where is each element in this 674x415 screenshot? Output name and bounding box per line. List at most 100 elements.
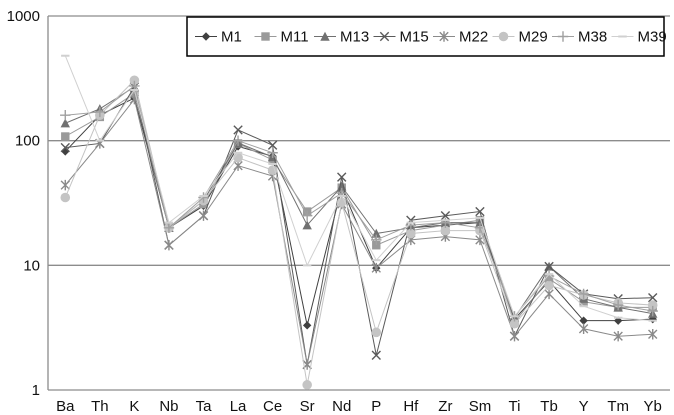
series-M15 bbox=[60, 82, 658, 370]
point-M11-P bbox=[372, 241, 381, 250]
series-line-M29 bbox=[64, 79, 653, 385]
point-M11-Ba bbox=[61, 132, 70, 141]
point-M22-Tb bbox=[544, 288, 554, 300]
x-tick-label: Zr bbox=[438, 398, 452, 415]
point-M38-Yb bbox=[647, 305, 658, 317]
point-M38-Nb bbox=[163, 222, 175, 234]
series-group bbox=[60, 54, 658, 390]
point-M29-Zr bbox=[440, 225, 451, 236]
series-M39 bbox=[61, 54, 657, 322]
point-M22-P bbox=[371, 262, 381, 274]
point-M1-Yb bbox=[648, 314, 657, 324]
legend-marker-M13 bbox=[320, 31, 330, 41]
series-M38 bbox=[60, 80, 658, 322]
x-tick-label: K bbox=[129, 398, 139, 415]
point-M15-La bbox=[233, 125, 243, 135]
point-M15-Sm bbox=[475, 206, 485, 217]
legend-label: M22 bbox=[459, 29, 488, 46]
x-tick-label: P bbox=[371, 398, 381, 415]
legend-label: M29 bbox=[519, 29, 548, 46]
series-line-M15 bbox=[65, 85, 653, 365]
series-M1 bbox=[61, 93, 657, 330]
point-M15-Tb bbox=[544, 261, 554, 272]
point-M29-Yb bbox=[647, 300, 658, 310]
x-tick-label: Tm bbox=[607, 398, 629, 415]
point-M22-Ti bbox=[509, 331, 520, 342]
point-M13-P bbox=[371, 228, 381, 238]
series-M29 bbox=[60, 75, 658, 390]
point-M13-Sr bbox=[302, 220, 312, 230]
point-M11-K bbox=[130, 89, 139, 98]
point-M38-Th bbox=[94, 106, 106, 118]
point-M29-K bbox=[129, 75, 140, 86]
y-tick-label: 1 bbox=[32, 382, 40, 399]
point-M1-Sr bbox=[302, 321, 312, 330]
legend-marker-M22 bbox=[439, 31, 449, 42]
point-M15-Nd bbox=[337, 172, 347, 182]
x-tick-label: Yb bbox=[644, 398, 662, 415]
series-line-M11 bbox=[65, 92, 653, 324]
x-tick-label: Ba bbox=[56, 398, 75, 415]
point-M15-Ba bbox=[60, 142, 70, 153]
point-M29-Ba bbox=[60, 192, 71, 203]
point-M22-Ta bbox=[198, 210, 209, 221]
x-tick-label: Ta bbox=[196, 398, 213, 415]
point-M1-Y bbox=[579, 316, 588, 325]
legend-label: M1 bbox=[221, 29, 242, 46]
series-M22 bbox=[60, 94, 658, 370]
x-tick-label: Ce bbox=[263, 398, 282, 415]
y-tick-label: 100 bbox=[15, 133, 40, 150]
legend: M1 M11 M13 M15 M22 M29 M38 M39 bbox=[186, 16, 667, 57]
point-M38-Tm bbox=[612, 299, 624, 311]
x-tick-label: Sr bbox=[300, 398, 315, 415]
point-M15-P bbox=[371, 350, 381, 360]
legend-label: M39 bbox=[638, 29, 667, 46]
x-tick-label: Y bbox=[579, 398, 589, 415]
x-tick-label: Th bbox=[91, 398, 109, 415]
series-line-M38 bbox=[65, 85, 653, 318]
y-tick-label: 10 bbox=[23, 257, 40, 274]
x-tick-label: Nb bbox=[159, 398, 178, 415]
series-line-M1 bbox=[64, 97, 653, 326]
point-M13-Ba bbox=[60, 118, 70, 128]
x-tick-label: Nd bbox=[332, 398, 351, 415]
point-M22-Tm bbox=[613, 331, 623, 342]
point-M15-Ce bbox=[267, 140, 278, 150]
point-M15-Zr bbox=[440, 211, 451, 221]
y-tick-label: 1000 bbox=[7, 8, 40, 25]
point-M38-Tb bbox=[543, 270, 555, 282]
x-tick-label: Sm bbox=[469, 398, 492, 415]
point-M15-Yb bbox=[648, 293, 658, 303]
point-M38-P bbox=[371, 234, 382, 246]
legend-label: M11 bbox=[281, 29, 309, 46]
point-M38-Zr bbox=[440, 217, 451, 228]
series-line-M39 bbox=[64, 55, 653, 322]
x-tick-label: Tb bbox=[540, 398, 558, 415]
point-M29-Hf bbox=[406, 228, 416, 239]
legend-marker-M15 bbox=[379, 31, 390, 42]
series-line-M22 bbox=[64, 98, 653, 365]
point-M22-Nb bbox=[164, 240, 174, 251]
point-M38-Y bbox=[578, 288, 589, 300]
point-M29-Ti bbox=[509, 318, 520, 329]
point-M29-Sr bbox=[302, 380, 312, 390]
point-M22-Ba bbox=[60, 179, 70, 191]
legend-label: M13 bbox=[340, 29, 369, 46]
x-tick-label: Ti bbox=[509, 398, 521, 415]
legend-marker-M1 bbox=[201, 32, 211, 41]
point-M29-P bbox=[371, 327, 382, 338]
legend-marker-M11 bbox=[261, 32, 270, 41]
point-M38-La bbox=[232, 135, 244, 146]
gridlines bbox=[48, 15, 670, 391]
point-M22-Y bbox=[578, 323, 589, 334]
point-M38-Ta bbox=[198, 192, 209, 203]
point-M38-Sr bbox=[301, 210, 313, 221]
tick-labels: 1 10 100 1000 Ba Th K Nb Ta La Ce Sr Nd P Hf Zr Sm Ti Tb Y T… bbox=[7, 8, 662, 415]
legend-marker-M38 bbox=[557, 31, 569, 42]
point-M22-Yb bbox=[648, 329, 658, 340]
point-M38-Ba bbox=[60, 110, 71, 121]
legend-label: M38 bbox=[578, 29, 607, 46]
legend-label: M15 bbox=[400, 29, 429, 46]
point-M29-Tb bbox=[544, 280, 554, 291]
